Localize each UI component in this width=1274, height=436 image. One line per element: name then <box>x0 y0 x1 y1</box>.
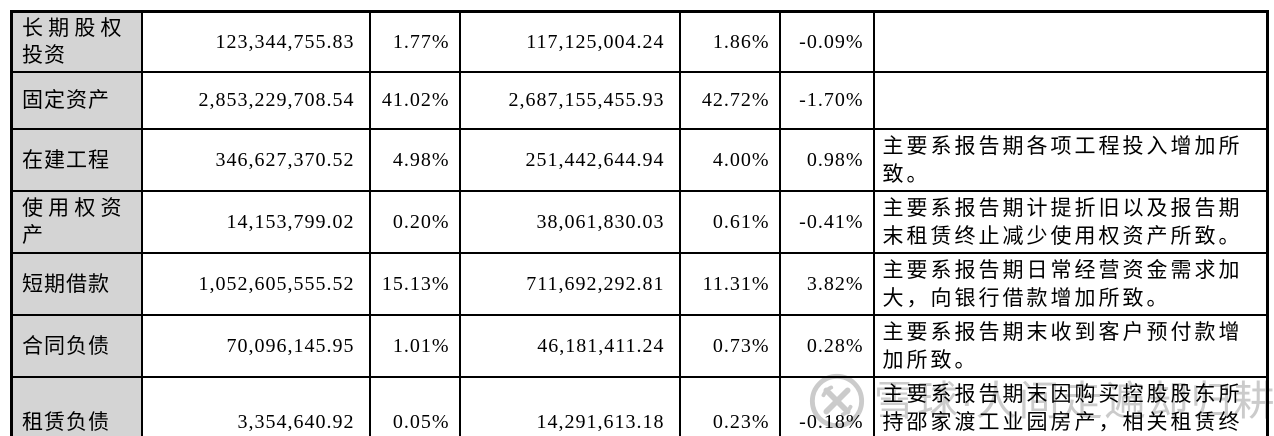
period-end-amount-cell: 2,853,229,708.54 <box>140 71 371 130</box>
ratio-change-cell: -0.09% <box>778 10 875 73</box>
table-row: 短期借款 1,052,605,555.52 15.13% 711,692,292… <box>10 252 1269 316</box>
prior-period-ratio-cell: 4.00% <box>678 128 781 192</box>
prior-period-amount-cell: 38,061,830.03 <box>458 190 681 254</box>
prior-period-amount-cell: 2,687,155,455.93 <box>458 71 681 130</box>
period-end-ratio-cell: 0.20% <box>368 190 461 254</box>
ratio-change-cell: 0.98% <box>778 128 875 192</box>
ratio-change-cell: -0.41% <box>778 190 875 254</box>
ratio-change-cell: 3.82% <box>778 252 875 316</box>
table-row: 租赁负债 3,354,640.92 0.05% 14,291,613.18 0.… <box>10 376 1269 436</box>
prior-period-ratio-cell: 0.61% <box>678 190 781 254</box>
prior-period-ratio-cell: 1.86% <box>678 10 781 73</box>
period-end-amount-cell: 70,096,145.95 <box>140 314 371 378</box>
change-reason-cell <box>872 10 1269 73</box>
ratio-change-cell: 0.28% <box>778 314 875 378</box>
period-end-amount-cell: 346,627,370.52 <box>140 128 371 192</box>
period-end-amount-cell: 14,153,799.02 <box>140 190 371 254</box>
period-end-ratio-cell: 41.02% <box>368 71 461 130</box>
prior-period-amount-cell: 14,291,613.18 <box>458 376 681 436</box>
change-reason-cell: 主要系报告期末收到客户预付款增加所致。 <box>872 314 1269 378</box>
change-reason-cell: 主要系报告期末因购买控股股东所持邵家渡工业园房产，相关租赁终止所致。 <box>872 376 1269 436</box>
prior-period-amount-cell: 711,692,292.81 <box>458 252 681 316</box>
table-row: 合同负债 70,096,145.95 1.01% 46,181,411.24 0… <box>10 314 1269 378</box>
financial-items-table: 长期股权投资 123,344,755.83 1.77% 117,125,004.… <box>10 10 1269 436</box>
prior-period-ratio-cell: 42.72% <box>678 71 781 130</box>
prior-period-ratio-cell: 11.31% <box>678 252 781 316</box>
item-name-cell: 合同负债 <box>10 314 143 378</box>
item-name-cell: 在建工程 <box>10 128 143 192</box>
prior-period-ratio-cell: 0.73% <box>678 314 781 378</box>
item-name-cell: 短期借款 <box>10 252 143 316</box>
change-reason-cell: 主要系报告期日常经营资金需求加大，向银行借款增加所致。 <box>872 252 1269 316</box>
table-body: 长期股权投资 123,344,755.83 1.77% 117,125,004.… <box>10 10 1269 436</box>
period-end-amount-cell: 1,052,605,555.52 <box>140 252 371 316</box>
item-name-cell: 租赁负债 <box>10 376 143 436</box>
prior-period-ratio-cell: 0.23% <box>678 376 781 436</box>
change-reason-cell: 主要系报告期各项工程投入增加所致。 <box>872 128 1269 192</box>
ratio-change-cell: -1.70% <box>778 71 875 130</box>
table-row: 长期股权投资 123,344,755.83 1.77% 117,125,004.… <box>10 10 1269 73</box>
period-end-ratio-cell: 1.01% <box>368 314 461 378</box>
change-reason-cell: 主要系报告期计提折旧以及报告期末租赁终止减少使用权资产所致。 <box>872 190 1269 254</box>
item-name-cell: 固定资产 <box>10 71 143 130</box>
period-end-ratio-cell: 1.77% <box>368 10 461 73</box>
period-end-ratio-cell: 4.98% <box>368 128 461 192</box>
period-end-ratio-cell: 15.13% <box>368 252 461 316</box>
ratio-change-cell: -0.18% <box>778 376 875 436</box>
item-name-cell: 使用权资产 <box>10 190 143 254</box>
table-row: 使用权资产 14,153,799.02 0.20% 38,061,830.03 … <box>10 190 1269 254</box>
period-end-ratio-cell: 0.05% <box>368 376 461 436</box>
table-row: 固定资产 2,853,229,708.54 41.02% 2,687,155,4… <box>10 71 1269 130</box>
period-end-amount-cell: 123,344,755.83 <box>140 10 371 73</box>
prior-period-amount-cell: 117,125,004.24 <box>458 10 681 73</box>
table-row: 在建工程 346,627,370.52 4.98% 251,442,644.94… <box>10 128 1269 192</box>
period-end-amount-cell: 3,354,640.92 <box>140 376 371 436</box>
change-reason-cell <box>872 71 1269 130</box>
item-name-cell: 长期股权投资 <box>10 10 143 73</box>
prior-period-amount-cell: 46,181,411.24 <box>458 314 681 378</box>
prior-period-amount-cell: 251,442,644.94 <box>458 128 681 192</box>
